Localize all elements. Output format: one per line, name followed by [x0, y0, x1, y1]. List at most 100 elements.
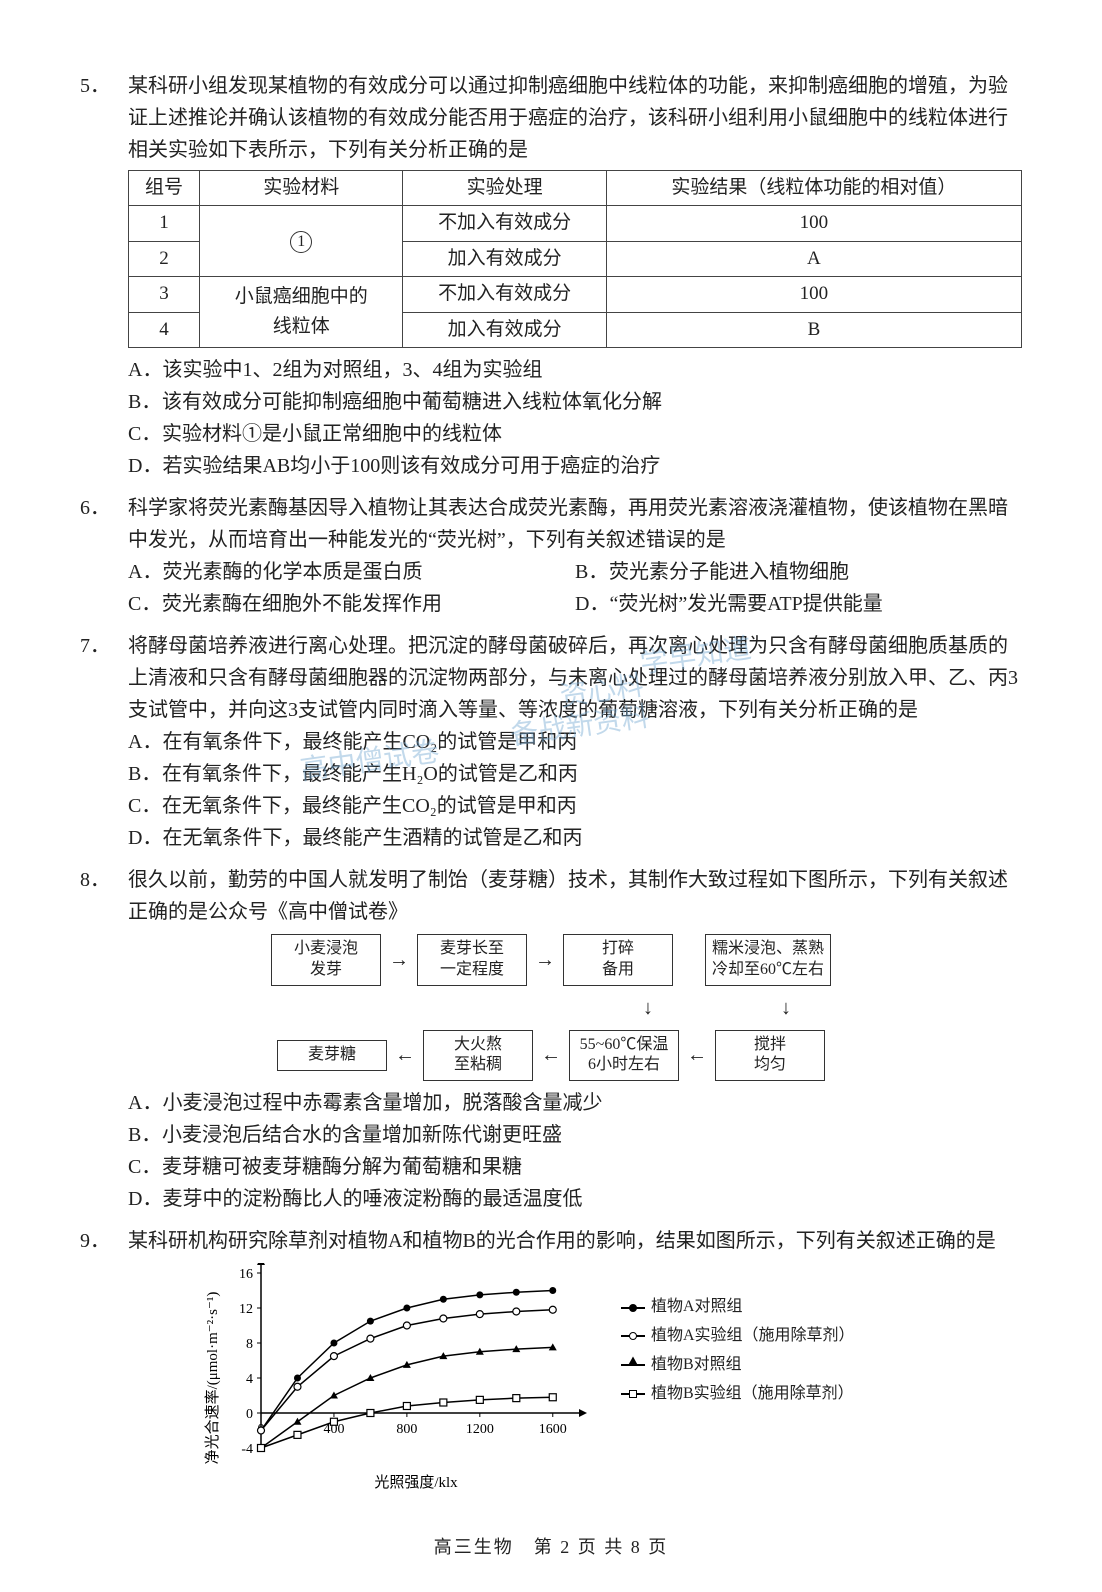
question-6: 6． 科学家将荧光素酶基因导入植物让其表达合成荧光素酶，再用荧光素溶液浇灌植物，…: [80, 492, 1022, 620]
svg-text:16: 16: [239, 1267, 253, 1282]
q5-td: 100: [606, 206, 1021, 241]
question-5: 5． 某科研小组发现某植物的有效成分可以通过抑制癌细胞中线粒体的功能，来抑制癌细…: [80, 70, 1022, 482]
q5-td: B: [606, 312, 1021, 347]
svg-text:1200: 1200: [466, 1422, 494, 1437]
opt-letter: D．: [128, 822, 162, 854]
question-8: 8． 很久以前，勤劳的中国人就发明了制饴（麦芽糖）技术，其制作大致过程如下图所示…: [80, 864, 1022, 1215]
svg-text:8: 8: [246, 1337, 253, 1352]
q5-td: 加入有效成分: [403, 312, 606, 347]
legend-label: 植物B对照组: [651, 1351, 742, 1380]
q5-td: 3: [129, 277, 200, 312]
svg-text:1600: 1600: [539, 1422, 567, 1437]
opt-letter: B．: [128, 758, 162, 790]
q7-opt-c: 在无氧条件下，最终能产生CO₂的试管是甲和丙: [162, 790, 577, 822]
q5-number: 5．: [80, 70, 128, 166]
arrow-right-icon: →: [389, 944, 409, 976]
q9-chart: -40481216040080012001600光照强度/klx净光合速率/(μ…: [201, 1263, 611, 1513]
q7-opt-a: 在有氧条件下，最终能产生CO₂的试管是甲和丙: [162, 726, 577, 758]
q5-options: A．该实验中1、2组为对照组，3、4组为实验组 B．该有效成分可能抑制癌细胞中葡…: [128, 354, 1022, 482]
legend-label: 植物A实验组（施用除草剂）: [651, 1322, 855, 1351]
q5-td: 1: [200, 206, 403, 277]
page-footer: 高三生物 第 2 页 共 8 页: [80, 1533, 1022, 1562]
q5-table: 组号 实验材料 实验处理 实验结果（线粒体功能的相对值） 1 1 不加入有效成分…: [128, 170, 1022, 348]
arrow-left-icon: ←: [687, 1039, 707, 1071]
q8-opt-b: 小麦浸泡后结合水的含量增加新陈代谢更旺盛: [162, 1119, 562, 1151]
svg-text:净光合速率/(μmol·m⁻²·s⁻¹): 净光合速率/(μmol·m⁻²·s⁻¹): [204, 1292, 221, 1465]
svg-text:-4: -4: [241, 1442, 253, 1457]
q5-td: 2: [129, 241, 200, 276]
legend-label: 植物B实验组（施用除草剂）: [651, 1380, 854, 1409]
q5-opt-b: 该有效成分可能抑制癌细胞中葡萄糖进入线粒体氧化分解: [162, 386, 662, 418]
q8-number: 8．: [80, 864, 128, 928]
q5-opt-a: 该实验中1、2组为对照组，3、4组为实验组: [162, 354, 542, 386]
opt-letter: C．: [128, 1151, 162, 1183]
q6-options: A．荧光素酶的化学本质是蛋白质 B．荧光素分子能进入植物细胞 C．荧光素酶在细胞…: [128, 556, 1022, 620]
flow-box: 小麦浸泡发芽: [271, 934, 381, 986]
q5-td: A: [606, 241, 1021, 276]
opt-letter: C．: [128, 418, 162, 450]
q9-number: 9．: [80, 1225, 128, 1257]
svg-text:4: 4: [246, 1372, 253, 1387]
q5-th: 组号: [129, 171, 200, 206]
q8-stem: 很久以前，勤劳的中国人就发明了制饴（麦芽糖）技术，其制作大致过程如下图所示，下列…: [128, 864, 1022, 928]
svg-text:0: 0: [246, 1407, 253, 1422]
q9-stem: 某科研机构研究除草剂对植物A和植物B的光合作用的影响，结果如图所示，下列有关叙述…: [128, 1225, 1022, 1257]
arrow-right-icon: →: [535, 944, 555, 976]
opt-letter: A．: [128, 354, 162, 386]
q5-opt-c: 实验材料①是小鼠正常细胞中的线粒体: [162, 418, 502, 450]
legend-label: 植物A对照组: [651, 1293, 743, 1322]
q7-opt-d: 在无氧条件下，最终能产生酒精的试管是乙和丙: [162, 822, 582, 854]
opt-letter: D．: [575, 588, 609, 620]
arrow-left-icon: ←: [541, 1039, 561, 1071]
arrow-down-icon: ↓: [643, 992, 653, 1024]
q6-opt-a: 荧光素酶的化学本质是蛋白质: [162, 556, 422, 588]
q6-opt-c: 荧光素酶在细胞外不能发挥作用: [162, 588, 442, 620]
q5-th: 实验结果（线粒体功能的相对值）: [606, 171, 1021, 206]
flow-box: 搅拌均匀: [715, 1030, 825, 1082]
flow-box: 打碎备用: [563, 934, 673, 986]
q5-td: 100: [606, 277, 1021, 312]
svg-text:12: 12: [239, 1302, 253, 1317]
opt-letter: A．: [128, 726, 162, 758]
q5-th: 实验材料: [200, 171, 403, 206]
question-7: 7． 将酵母菌培养液进行离心处理。把沉淀的酵母菌破碎后，再次离心处理为只含有酵母…: [80, 630, 1022, 854]
q5-td: 4: [129, 312, 200, 347]
q7-options: A．在有氧条件下，最终能产生CO₂的试管是甲和丙 B．在有氧条件下，最终能产生H…: [128, 726, 1022, 854]
opt-letter: B．: [128, 386, 162, 418]
q5-stem: 某科研小组发现某植物的有效成分可以通过抑制癌细胞中线粒体的功能，来抑制癌细胞的增…: [128, 70, 1022, 166]
svg-text:光照强度/klx: 光照强度/klx: [374, 1474, 458, 1491]
q5-td: 不加入有效成分: [403, 206, 606, 241]
q6-stem: 科学家将荧光素酶基因导入植物让其表达合成荧光素酶，再用荧光素溶液浇灌植物，使该植…: [128, 492, 1022, 556]
q6-number: 6．: [80, 492, 128, 556]
q5-td: 加入有效成分: [403, 241, 606, 276]
question-9: 9． 某科研机构研究除草剂对植物A和植物B的光合作用的影响，结果如图所示，下列有…: [80, 1225, 1022, 1513]
q8-opt-a: 小麦浸泡过程中赤霉素含量增加，脱落酸含量减少: [162, 1087, 602, 1119]
flow-box: 55~60℃保温6小时左右: [569, 1030, 679, 1082]
arrow-left-icon: ←: [395, 1039, 415, 1071]
opt-letter: D．: [128, 1183, 162, 1215]
opt-letter: C．: [128, 588, 162, 620]
q8-flowchart: 小麦浸泡发芽 → 麦芽长至一定程度 → 打碎备用 糯米浸泡、蒸熟冷却至60℃左右…: [251, 934, 851, 1081]
opt-letter: A．: [128, 1087, 162, 1119]
q7-opt-b: 在有氧条件下，最终能产生H₂O的试管是乙和丙: [162, 758, 578, 790]
flow-box: 大火熬至粘稠: [423, 1030, 533, 1082]
opt-letter: B．: [128, 1119, 162, 1151]
q8-options: A．小麦浸泡过程中赤霉素含量增加，脱落酸含量减少 B．小麦浸泡后结合水的含量增加…: [128, 1087, 1022, 1215]
q9-legend: 植物A对照组 植物A实验组（施用除草剂） 植物B对照组 植物B实验组（施用除草剂…: [611, 1263, 855, 1513]
q5-td: 小鼠癌细胞中的线粒体: [200, 277, 403, 348]
opt-letter: C．: [128, 790, 162, 822]
arrow-down-icon: ↓: [781, 992, 791, 1024]
q7-stem: 将酵母菌培养液进行离心处理。把沉淀的酵母菌破碎后，再次离心处理为只含有酵母菌细胞…: [128, 630, 1022, 726]
q7-number: 7．: [80, 630, 128, 726]
q5-td: 不加入有效成分: [403, 277, 606, 312]
q8-opt-d: 麦芽中的淀粉酶比人的唾液淀粉酶的最适温度低: [162, 1183, 582, 1215]
flow-box: 麦芽糖: [277, 1040, 387, 1071]
q6-opt-b: 荧光素分子能进入植物细胞: [609, 556, 849, 588]
q6-opt-d: “荧光树”发光需要ATP提供能量: [609, 588, 882, 620]
q8-opt-c: 麦芽糖可被麦芽糖酶分解为葡萄糖和果糖: [162, 1151, 522, 1183]
flow-box: 糯米浸泡、蒸熟冷却至60℃左右: [705, 934, 831, 986]
q5-opt-d: 若实验结果AB均小于100则该有效成分可用于癌症的治疗: [162, 450, 660, 482]
svg-text:800: 800: [396, 1422, 417, 1437]
flow-box: 麦芽长至一定程度: [417, 934, 527, 986]
opt-letter: A．: [128, 556, 162, 588]
